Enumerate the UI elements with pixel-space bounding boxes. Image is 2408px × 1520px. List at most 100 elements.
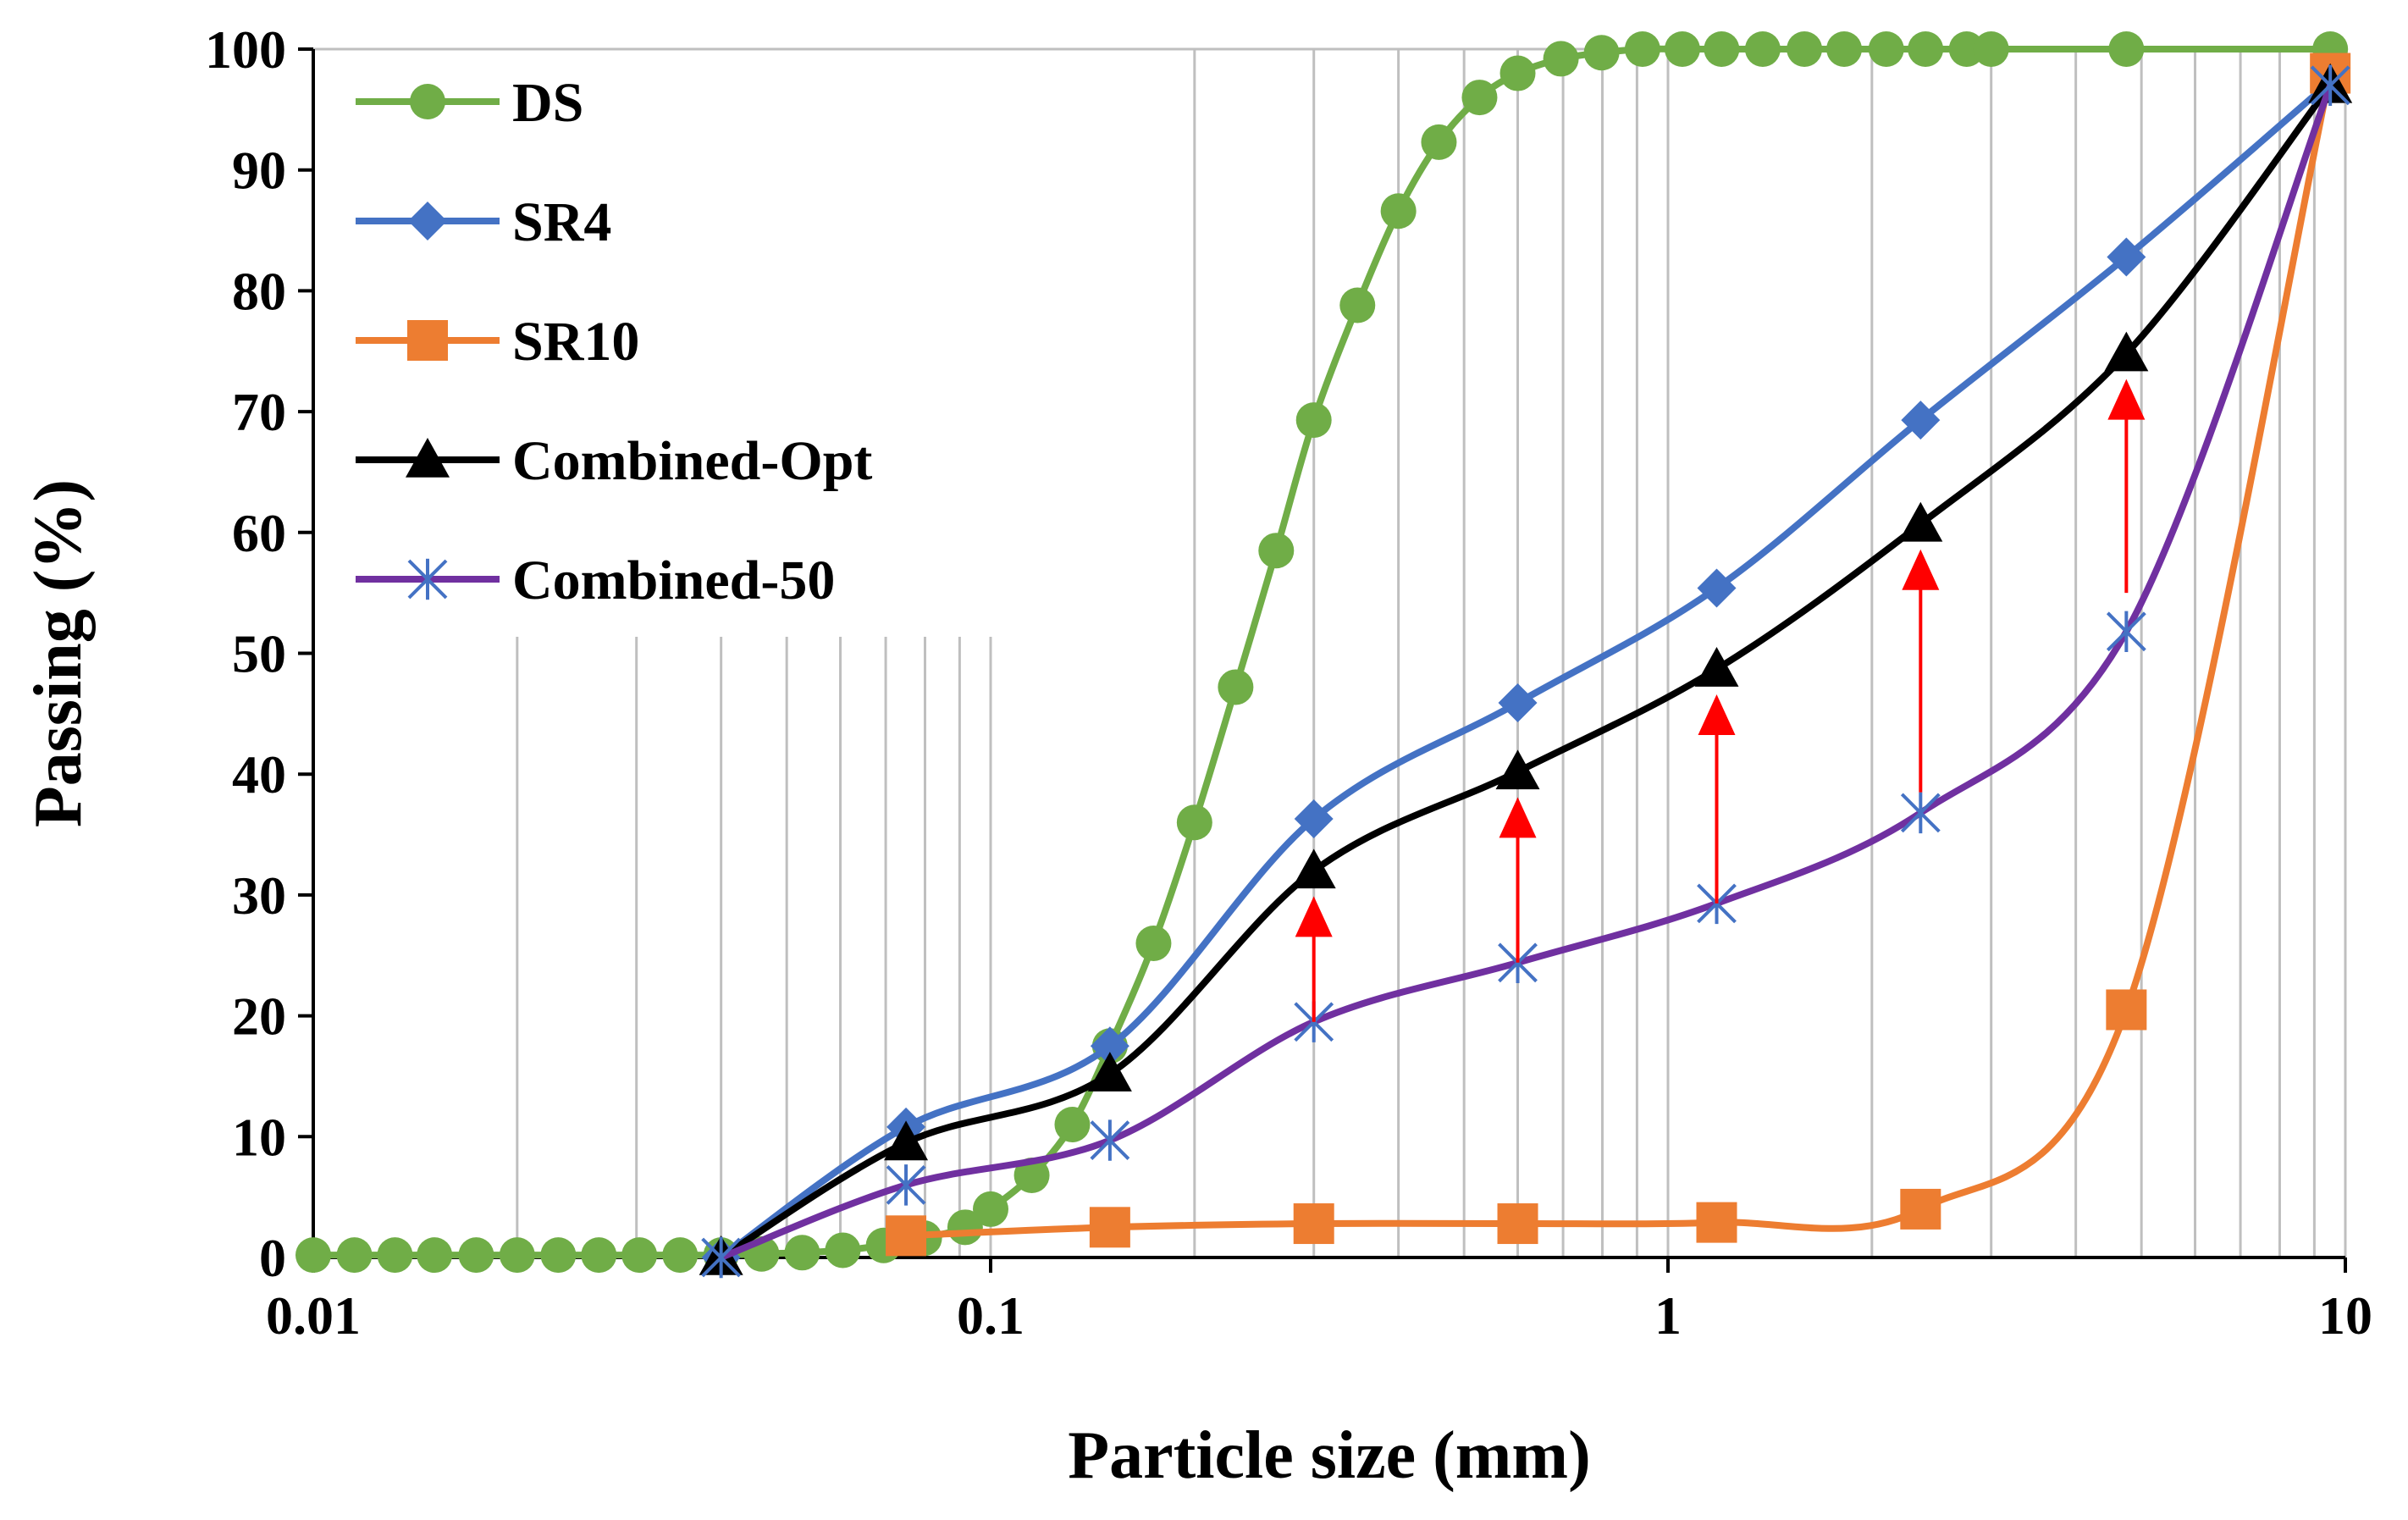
data-point (662, 1237, 699, 1274)
legend-label: SR10 (512, 311, 639, 373)
data-point (1826, 31, 1863, 67)
data-point (1293, 1203, 1334, 1245)
y-tick-label: 90 (232, 141, 286, 201)
data-point (701, 1236, 742, 1279)
data-point (1294, 799, 1334, 838)
data-point (884, 1120, 929, 1161)
data-point (1664, 31, 1700, 67)
y-tick-label: 60 (232, 503, 286, 563)
data-point (1497, 1203, 1538, 1245)
legend-swatch-marker (407, 558, 448, 600)
data-point (973, 1191, 1008, 1227)
annotation-arrow (1295, 896, 1333, 1022)
series-combined-opt (699, 63, 2353, 1275)
data-point (2104, 331, 2149, 372)
data-point (1295, 402, 1332, 439)
series-line (905, 72, 2334, 1240)
data-point (1176, 804, 1212, 841)
data-point (295, 1237, 331, 1274)
data-point (1498, 683, 1538, 723)
x-tick-label: 1 (1654, 1285, 1682, 1346)
legend: DS SR4 SR10 Combined-Opt Combined-50 (334, 53, 1003, 637)
data-point (1087, 1052, 1132, 1092)
y-tick-label: 0 (259, 1228, 286, 1288)
data-point (417, 1237, 453, 1274)
data-point (336, 1237, 373, 1274)
legend-label: Combined-Opt (512, 430, 872, 492)
data-point (1258, 533, 1295, 569)
data-point (2310, 64, 2350, 107)
data-point (1973, 31, 2009, 67)
legend-entry: Combined-50 (356, 550, 835, 611)
data-point (540, 1237, 577, 1274)
data-point (1499, 55, 1536, 91)
data-point (1900, 1188, 1941, 1230)
legend-swatch-marker (410, 84, 445, 119)
data-point (1054, 1107, 1091, 1143)
data-point (1583, 35, 1620, 71)
annotation-arrow (1902, 549, 1940, 793)
data-point (1543, 41, 1579, 77)
data-point (1901, 401, 1941, 440)
data-point (377, 1237, 413, 1274)
y-axis-title: Passing (%) (21, 479, 96, 827)
data-point (1696, 1202, 1737, 1243)
data-point (1090, 1026, 1129, 1066)
data-point (1697, 568, 1737, 608)
y-tick-label: 100 (205, 19, 286, 80)
legend-label: Combined-50 (512, 550, 835, 611)
legend-entry: SR10 (356, 311, 639, 373)
data-point (2106, 611, 2146, 653)
y-tick-label: 40 (232, 744, 286, 804)
data-point (1291, 848, 1336, 889)
annotation-arrow (2107, 379, 2146, 594)
y-tick-label: 30 (232, 865, 286, 926)
data-point (458, 1237, 494, 1274)
x-tick-label: 0.01 (266, 1285, 361, 1346)
y-tick-label: 80 (232, 261, 286, 321)
data-point (1868, 31, 1904, 67)
data-point (1090, 1119, 1130, 1161)
data-point (1900, 792, 1941, 834)
data-point (2108, 31, 2145, 67)
legend-entry: DS (356, 72, 583, 134)
data-point (1339, 287, 1376, 323)
data-point (1908, 31, 1944, 67)
data-point (1624, 31, 1660, 67)
data-point (1135, 925, 1172, 961)
data-point (1218, 669, 1254, 705)
data-point (1461, 80, 1498, 116)
legend-swatch-marker (407, 320, 448, 361)
data-point (1787, 31, 1823, 67)
series-layer (295, 31, 2353, 1279)
x-tick-label: 10 (2318, 1285, 2372, 1346)
legend-label: SR4 (512, 191, 611, 253)
legend-entry: SR4 (356, 191, 611, 253)
x-axis-title: Particle size (mm) (1068, 1418, 1590, 1493)
arrow-layer (1295, 379, 2146, 1022)
series-combined-50 (701, 64, 2350, 1279)
data-point (1704, 31, 1740, 67)
data-point (2107, 237, 2146, 277)
data-point (825, 1232, 861, 1269)
data-point (1013, 1157, 1050, 1193)
legend-swatch-marker (406, 438, 450, 478)
data-point (1694, 647, 1739, 687)
data-point (886, 1215, 927, 1257)
data-point (784, 1235, 820, 1271)
y-tick-label: 70 (232, 382, 286, 442)
y-tick-label: 50 (232, 624, 286, 684)
data-point (621, 1237, 658, 1274)
legend-swatch-marker (408, 202, 447, 240)
data-point (1898, 501, 1943, 542)
data-point (499, 1237, 535, 1274)
x-tick-label: 0.1 (957, 1285, 1025, 1346)
data-point (1948, 31, 1985, 67)
data-point (1744, 31, 1781, 67)
data-point (1421, 124, 1457, 160)
annotation-arrow (1499, 797, 1537, 963)
data-point (1495, 749, 1540, 790)
series-sr10 (886, 53, 2351, 1257)
